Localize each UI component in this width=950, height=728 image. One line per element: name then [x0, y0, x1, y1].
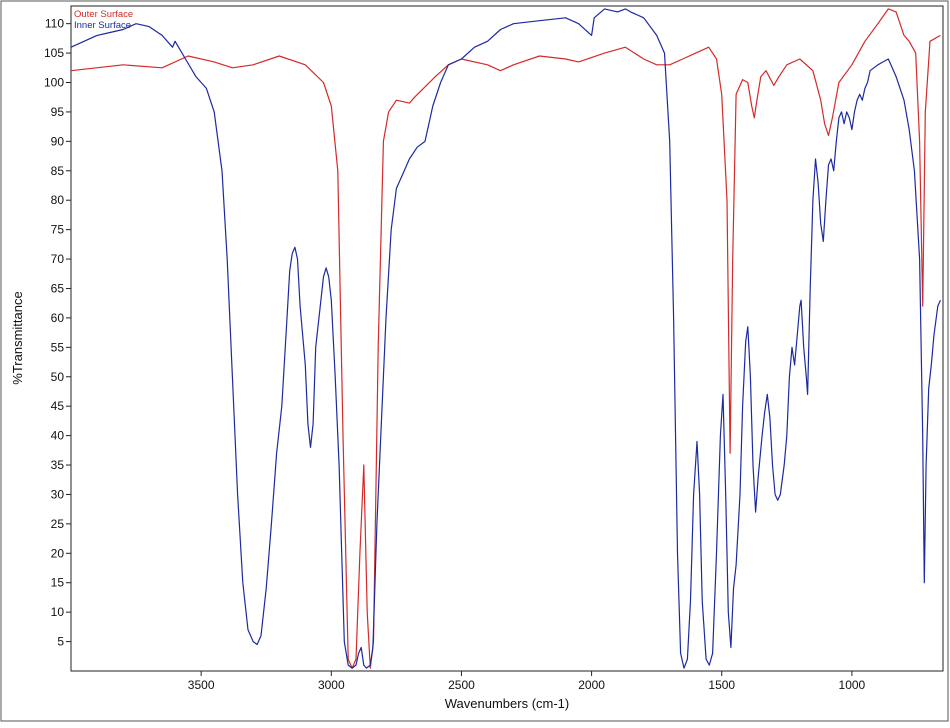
- y-tick-label: 5: [57, 635, 64, 649]
- y-tick-label: 65: [51, 281, 65, 295]
- x-tick-label: 3000: [318, 678, 345, 692]
- x-tick-label: 2500: [448, 678, 475, 692]
- y-tick-label: 50: [51, 370, 65, 384]
- legend-entry-inner-surface: Inner Surface: [74, 20, 131, 31]
- y-tick-label: 20: [51, 546, 65, 560]
- series-line-inner-surface: [70, 8, 941, 669]
- y-tick-label: 55: [51, 340, 65, 354]
- y-tick-label: 60: [51, 311, 65, 325]
- y-tick-label: 30: [51, 487, 65, 501]
- series-line-outer-surface: [70, 8, 941, 669]
- y-tick-label: 70: [51, 252, 65, 266]
- x-tick-label: 1500: [708, 678, 735, 692]
- y-tick-label: 105: [44, 46, 64, 60]
- x-tick-label: 3500: [188, 678, 215, 692]
- y-tick-label: 85: [51, 164, 65, 178]
- y-tick-label: 75: [51, 223, 65, 237]
- y-tick-label: 40: [51, 429, 65, 443]
- y-tick-label: 90: [51, 134, 65, 148]
- y-tick-label: 95: [51, 105, 65, 119]
- x-axis-ticks: 3500 3000 2500 2000 1500 1000: [188, 671, 866, 692]
- y-tick-label: 35: [51, 458, 65, 472]
- y-tick-label: 110: [45, 17, 64, 31]
- y-axis-label: %Transmittance: [10, 291, 25, 384]
- series-layer: [70, 8, 941, 669]
- y-tick-label: 25: [51, 517, 65, 531]
- x-tick-label: 1000: [839, 678, 866, 692]
- y-tick-label: 15: [51, 576, 65, 590]
- x-axis-label: Wavenumbers (cm-1): [445, 696, 569, 711]
- x-tick-label: 2000: [578, 678, 605, 692]
- legend-entry-outer-surface: Outer Surface: [74, 9, 133, 20]
- y-axis-ticks: 5 10 15 20 25 30 35 40 45 50 55 60 65 70 75 80 85 90 95 100…: [44, 17, 71, 649]
- y-tick-label: 10: [51, 605, 65, 619]
- y-tick-label: 80: [51, 193, 65, 207]
- plot-area: [70, 5, 944, 672]
- y-tick-label: 45: [51, 399, 65, 413]
- y-tick-label: 100: [44, 76, 64, 90]
- legend: Outer Surface Inner Surface: [74, 9, 133, 31]
